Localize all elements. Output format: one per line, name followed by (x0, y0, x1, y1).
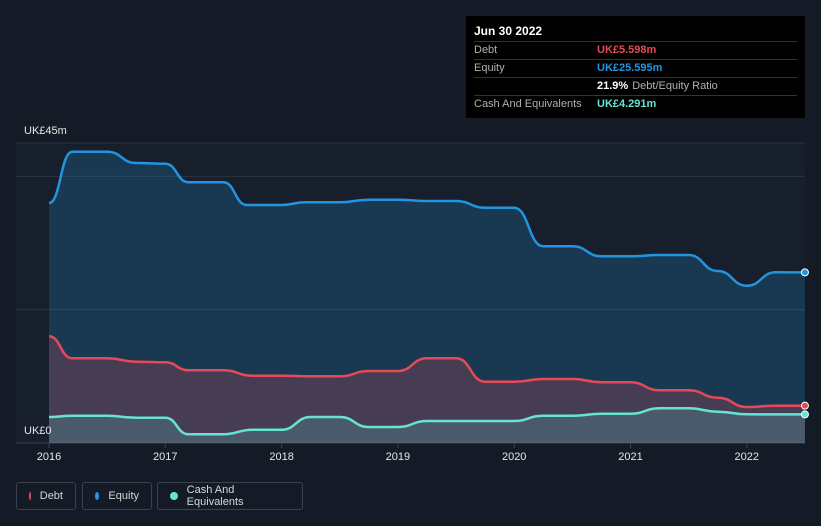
tooltip-value: 21.9% (597, 80, 629, 92)
tooltip-row-debt: Debt UK£5.598m (474, 41, 797, 59)
legend-dot-icon (95, 492, 100, 500)
x-tick-label: 2021 (618, 451, 642, 463)
tooltip-extra: Debt/Equity Ratio (632, 80, 718, 92)
cash-and-equivalents-end-point (800, 410, 809, 419)
tooltip-value: UK£5.598m (597, 44, 657, 56)
tooltip-label: Debt (474, 44, 498, 56)
y-axis-labels: UK£45m UK£0 (24, 125, 67, 437)
legend-label: Debt (39, 490, 63, 502)
x-tick-label: 2017 (153, 451, 177, 463)
tooltip-label: Equity (474, 62, 505, 74)
x-tick-label: 2018 (269, 451, 293, 463)
y-tick-label: UK£0 (24, 425, 52, 437)
tooltip-label (474, 78, 597, 95)
legend-item-equity[interactable]: Equity (82, 482, 152, 510)
debt-area (49, 336, 805, 443)
y-tick-label: UK£45m (24, 125, 67, 137)
legend-item-cash[interactable]: Cash And Equivalents (157, 482, 303, 510)
debt-end-point (800, 401, 809, 410)
equity-line (48, 150, 805, 287)
plot-background (16, 143, 805, 443)
cash-and-equivalents-area (49, 408, 805, 443)
x-tick-label: 2020 (502, 451, 526, 463)
legend-dot-icon (170, 492, 178, 500)
x-tick-label: 2019 (386, 451, 410, 463)
x-tick-label: 2022 (735, 451, 759, 463)
x-axis-labels: 2016 2017 2018 2019 2020 2021 2022 (37, 443, 759, 463)
series-areas (49, 151, 805, 443)
past-region-shade (16, 143, 805, 443)
cash-and-equivalents-line (48, 407, 805, 436)
legend-label: Equity (108, 490, 139, 502)
tooltip-value: UK£4.291m (597, 98, 657, 110)
equity-end-point (800, 268, 809, 277)
tooltip-row-cash: Cash And Equivalents UK£4.291m (474, 95, 797, 113)
x-tick-label: 2016 (37, 451, 61, 463)
tooltip-value: UK£25.595m (597, 62, 663, 74)
tooltip-row-equity: Equity UK£25.595m (474, 59, 797, 77)
tooltip-row-ratio: 21.9% Debt/Equity Ratio (474, 77, 797, 95)
equity-area (49, 151, 805, 443)
legend-label: Cash And Equivalents (186, 484, 244, 508)
tooltip-label: Cash And Equivalents (474, 98, 582, 110)
grid-lines (16, 142, 805, 444)
legend-dot-icon (29, 492, 31, 500)
tooltip-date: Jun 30 2022 (474, 24, 543, 38)
tooltip-panel: Jun 30 2022 Debt UK£5.598m Equity UK£25.… (466, 16, 805, 118)
series-lines (48, 150, 809, 436)
debt-line (48, 335, 805, 409)
legend-item-debt[interactable]: Debt (16, 482, 76, 510)
